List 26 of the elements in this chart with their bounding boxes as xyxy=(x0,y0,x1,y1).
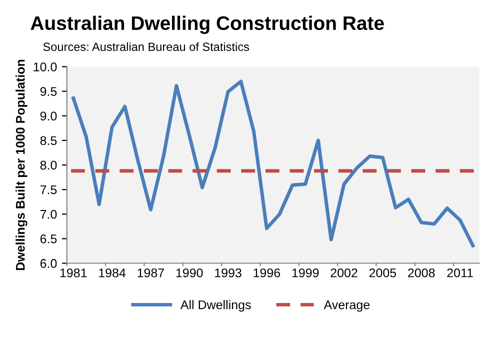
y-tick-label: 9.5 xyxy=(40,87,57,96)
y-tick-label: 6.5 xyxy=(40,234,57,244)
y-tick-label: 8.0 xyxy=(40,160,57,170)
x-tick-label: 2005 xyxy=(369,268,396,278)
y-axis-title: Dwellings Built per 1000 Population xyxy=(16,60,28,270)
x-tick-label: 1987 xyxy=(138,268,164,278)
y-tick-label: 10.0 xyxy=(34,62,57,72)
x-tick-label: 2002 xyxy=(330,268,358,278)
x-tick-label: 1996 xyxy=(254,268,280,278)
x-tick-label: 1981 xyxy=(60,268,87,278)
chart-title: Australian Dwelling Construction Rate xyxy=(30,16,384,34)
y-tick-label: 7.5 xyxy=(40,185,57,194)
x-tick-label: 1993 xyxy=(215,268,242,278)
x-tick-label: 1984 xyxy=(99,268,126,278)
y-tick-label: 8.5 xyxy=(40,136,57,146)
legend-label: All Dwellings xyxy=(180,300,251,312)
line-series xyxy=(72,80,475,248)
y-tick-label: 7.0 xyxy=(40,210,57,219)
y-tick-label: 9.0 xyxy=(40,112,57,120)
y-tick-label: 6.0 xyxy=(40,259,57,268)
chart-subtitle: Sources: Australian Bureau of Statistics xyxy=(43,42,250,52)
legend-label: Average xyxy=(324,300,370,312)
x-tick-label: 2008 xyxy=(408,268,435,278)
x-tick-label: 1990 xyxy=(176,268,203,278)
x-tick-label: 1999 xyxy=(292,268,319,278)
x-tick-label: 2011 xyxy=(447,268,473,278)
